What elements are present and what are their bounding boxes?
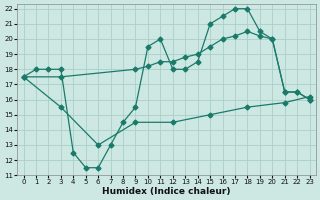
X-axis label: Humidex (Indice chaleur): Humidex (Indice chaleur)	[102, 187, 231, 196]
